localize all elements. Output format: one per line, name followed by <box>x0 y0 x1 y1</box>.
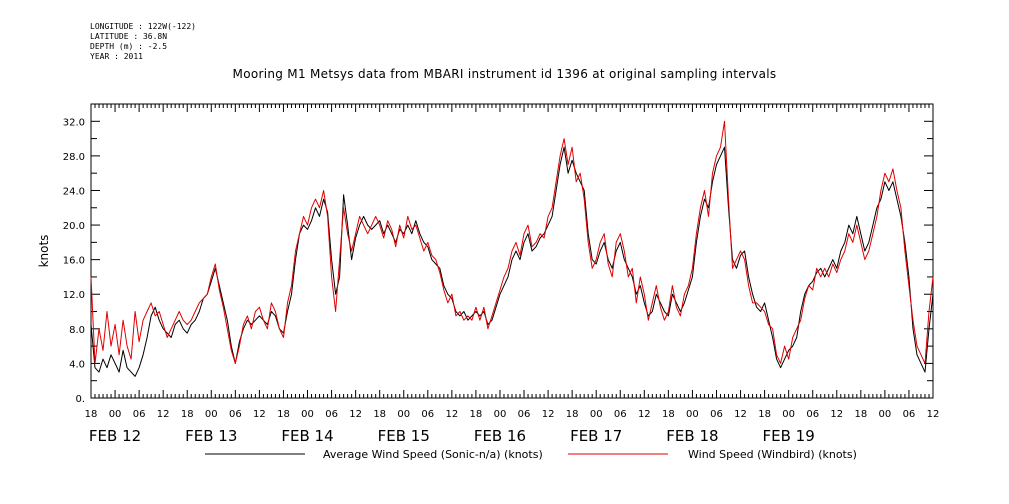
x-tick-label: 06 <box>614 409 627 420</box>
x-tick-label: 12 <box>638 409 651 420</box>
x-tick-label: 00 <box>879 409 892 420</box>
x-tick-label: 18 <box>181 409 194 420</box>
x-tick-label: 06 <box>806 409 819 420</box>
x-tick-label: 18 <box>85 409 98 420</box>
x-date-label: FEB 17 <box>570 427 622 445</box>
x-tick-label: 18 <box>373 409 386 420</box>
depth-label: DEPTH (m) : -2.5 <box>90 42 168 51</box>
x-tick-label: 18 <box>662 409 675 420</box>
x-tick-label: 12 <box>734 409 747 420</box>
x-tick-label: 18 <box>470 409 483 420</box>
y-tick-label: 8.0 <box>69 325 85 336</box>
x-tick-label: 06 <box>518 409 531 420</box>
latitude-label: LATITUDE : 36.8N <box>90 32 168 41</box>
x-date-label: FEB 19 <box>763 427 815 445</box>
x-tick-label: 00 <box>397 409 410 420</box>
legend-label-sonic: Average Wind Speed (Sonic-n/a) (knots) <box>323 448 543 461</box>
x-date-label: FEB 16 <box>474 427 526 445</box>
x-tick-label: 06 <box>133 409 146 420</box>
x-axis-ticks: 18 00 06 12 18 00 06 12 18 00 06 12 18 00 06 12 18 00 06 12… <box>85 104 940 445</box>
y-tick-label: 12.0 <box>63 290 85 301</box>
x-tick-label: 06 <box>710 409 723 420</box>
x-tick-label: 00 <box>301 409 314 420</box>
y-tick-label: 24.0 <box>63 186 85 197</box>
legend: Average Wind Speed (Sonic-n/a) (knots) W… <box>205 448 857 461</box>
series-line-windbird <box>90 120 934 364</box>
legend-label-windbird: Wind Speed (Windbird) (knots) <box>688 448 857 461</box>
x-tick-label: 18 <box>277 409 290 420</box>
x-tick-label: 00 <box>205 409 218 420</box>
x-tick-label: 12 <box>927 409 940 420</box>
x-tick-label: 12 <box>253 409 266 420</box>
y-tick-label: 4.0 <box>69 359 85 370</box>
x-tick-label: 18 <box>758 409 771 420</box>
x-date-label: FEB 13 <box>185 427 237 445</box>
y-axis-label: knots <box>37 235 51 268</box>
series-layer <box>90 120 934 377</box>
chart-title: Mooring M1 Metsys data from MBARI instru… <box>232 67 777 81</box>
x-date-label: FEB 12 <box>89 427 141 445</box>
x-tick-label: 00 <box>590 409 603 420</box>
year-label: YEAR : 2011 <box>90 52 143 61</box>
y-tick-label: 20.0 <box>63 221 85 232</box>
x-tick-label: 00 <box>782 409 795 420</box>
y-tick-label: 32.0 <box>63 117 85 128</box>
y-tick-label: 16.0 <box>63 256 85 267</box>
x-tick-label: 06 <box>903 409 916 420</box>
x-tick-label: 12 <box>157 409 170 420</box>
x-tick-label: 12 <box>830 409 843 420</box>
x-tick-label: 18 <box>566 409 579 420</box>
x-tick-label: 12 <box>542 409 555 420</box>
x-tick-label: 06 <box>325 409 338 420</box>
x-tick-label: 06 <box>421 409 434 420</box>
x-tick-label: 00 <box>686 409 699 420</box>
y-tick-label: 28.0 <box>63 152 85 163</box>
x-tick-label: 06 <box>229 409 242 420</box>
x-tick-label: 12 <box>349 409 362 420</box>
longitude-label: LONGITUDE : 122W(-122) <box>90 22 196 31</box>
x-date-label: FEB 14 <box>281 427 333 445</box>
x-tick-label: 00 <box>109 409 122 420</box>
x-tick-label: 00 <box>494 409 507 420</box>
metadata-block: LONGITUDE : 122W(-122) LATITUDE : 36.8N … <box>90 22 196 62</box>
x-tick-label: 12 <box>445 409 458 420</box>
series-line-sonic <box>90 146 934 377</box>
y-tick-label: 0. <box>75 394 85 405</box>
x-date-label: FEB 15 <box>378 427 430 445</box>
x-tick-label: 18 <box>854 409 867 420</box>
x-date-label: FEB 18 <box>666 427 718 445</box>
y-axis-ticks: 0. 4.0 8.0 12.0 16.0 20.0 24.0 28.0 32.0 <box>63 103 933 405</box>
